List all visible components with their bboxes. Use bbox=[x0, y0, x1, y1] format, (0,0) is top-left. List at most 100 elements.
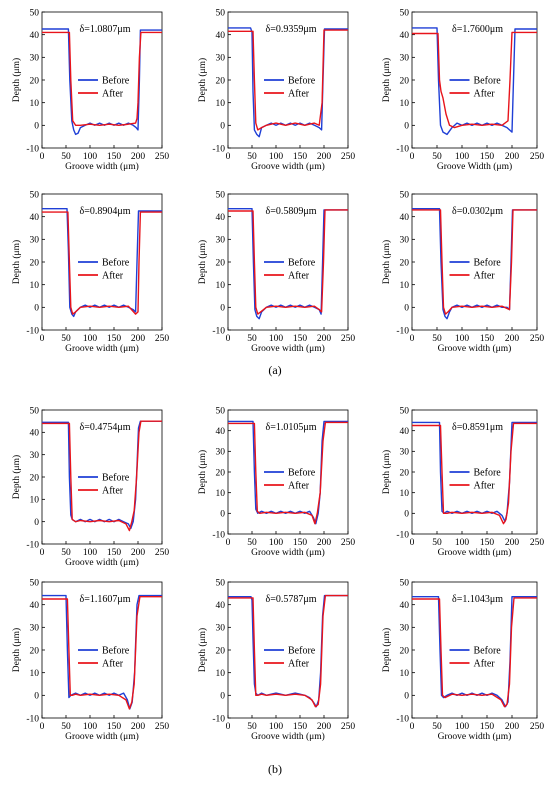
legend-label-before: Before bbox=[102, 473, 130, 484]
x-axis-label: Groove Width (μm) bbox=[437, 161, 512, 172]
y-tick-label: 50 bbox=[30, 406, 40, 416]
y-axis-label: Depth (μm) bbox=[381, 240, 392, 284]
y-tick-label: 10 bbox=[30, 669, 40, 679]
series-line-before bbox=[42, 207, 162, 318]
x-tick-label: 150 bbox=[107, 334, 122, 344]
x-tick-label: 0 bbox=[40, 152, 45, 162]
y-axis-label: Depth (μm) bbox=[381, 450, 392, 494]
x-tick-label: 150 bbox=[293, 722, 308, 732]
y-tick-label: 40 bbox=[400, 213, 410, 223]
legend-label-after: After bbox=[474, 271, 496, 282]
x-tick-label: 150 bbox=[107, 722, 122, 732]
x-tick-label: 250 bbox=[155, 548, 170, 558]
x-tick-label: 200 bbox=[317, 152, 332, 162]
y-tick-label: 10 bbox=[400, 669, 410, 679]
x-tick-label: 50 bbox=[61, 722, 71, 732]
x-tick-label: 250 bbox=[530, 152, 545, 162]
x-tick-label: 0 bbox=[410, 152, 415, 162]
y-tick-label: 0 bbox=[404, 692, 409, 702]
y-axis-label: Depth (μm) bbox=[197, 450, 208, 494]
y-tick-label: 50 bbox=[400, 406, 410, 416]
x-tick-label: 0 bbox=[226, 152, 231, 162]
series-line-before bbox=[42, 28, 162, 136]
y-tick-label: 0 bbox=[404, 304, 409, 314]
y-axis-label: Depth (μm) bbox=[11, 58, 22, 102]
y-tick-label: 10 bbox=[30, 281, 40, 291]
x-tick-label: 250 bbox=[341, 722, 356, 732]
y-tick-label: 50 bbox=[400, 578, 410, 588]
x-tick-label: 100 bbox=[269, 722, 284, 732]
y-tick-label: 20 bbox=[30, 646, 40, 656]
y-tick-label: 0 bbox=[34, 692, 39, 702]
x-tick-label: 0 bbox=[40, 334, 45, 344]
y-tick-label: 10 bbox=[400, 99, 410, 109]
x-tick-label: 200 bbox=[317, 722, 332, 732]
x-tick-label: 50 bbox=[432, 538, 442, 548]
legend-label-after: After bbox=[102, 659, 124, 670]
y-tick-label: 10 bbox=[30, 496, 40, 506]
x-tick-label: 150 bbox=[107, 548, 122, 558]
y-axis-label: Depth (μm) bbox=[11, 455, 22, 499]
x-axis-label: Groove width (μm) bbox=[65, 557, 139, 568]
y-axis-label: Depth (μm) bbox=[197, 240, 208, 284]
x-tick-label: 100 bbox=[83, 334, 98, 344]
y-tick-label: 40 bbox=[30, 31, 40, 41]
x-axis-label: Groove width (μm) bbox=[251, 547, 325, 558]
y-tick-label: 50 bbox=[400, 190, 410, 200]
y-tick-label: 50 bbox=[216, 190, 226, 200]
legend-label-before: Before bbox=[474, 76, 502, 87]
x-axis-label: Groove width (μm) bbox=[438, 547, 512, 558]
y-tick-label: 40 bbox=[400, 31, 410, 41]
series-line-before bbox=[412, 27, 537, 136]
series-line-after bbox=[412, 422, 537, 525]
x-tick-label: 150 bbox=[480, 152, 495, 162]
legend-label-after: After bbox=[102, 271, 124, 282]
y-tick-label: 30 bbox=[30, 54, 40, 64]
delta-annotation: δ=1.1043μm bbox=[452, 594, 503, 605]
legend-label-after: After bbox=[288, 89, 310, 100]
x-tick-label: 50 bbox=[247, 334, 257, 344]
y-tick-label: 50 bbox=[30, 578, 40, 588]
y-tick-label: 30 bbox=[216, 448, 226, 458]
legend-label-after: After bbox=[102, 486, 124, 497]
x-tick-label: 250 bbox=[530, 538, 545, 548]
y-tick-label: 40 bbox=[30, 601, 40, 611]
y-tick-label: 0 bbox=[34, 518, 39, 528]
y-tick-label: 0 bbox=[220, 304, 225, 314]
x-tick-label: 200 bbox=[505, 334, 520, 344]
x-tick-label: 0 bbox=[40, 548, 45, 558]
legend-label-after: After bbox=[474, 89, 496, 100]
series-line-after bbox=[228, 421, 348, 525]
x-tick-label: 200 bbox=[505, 722, 520, 732]
x-tick-label: 250 bbox=[341, 334, 356, 344]
x-axis-label: Groove width (μm) bbox=[251, 731, 325, 742]
series-line-after bbox=[228, 209, 348, 315]
y-tick-label: 40 bbox=[216, 601, 226, 611]
legend-label-before: Before bbox=[474, 646, 502, 657]
series-line-after bbox=[42, 31, 162, 127]
y-tick-label: 20 bbox=[216, 76, 226, 86]
delta-annotation: δ=1.0807μm bbox=[80, 24, 131, 35]
y-tick-label: 30 bbox=[30, 624, 40, 634]
x-tick-label: 50 bbox=[247, 152, 257, 162]
y-tick-label: 50 bbox=[30, 8, 40, 18]
x-tick-label: 100 bbox=[83, 152, 98, 162]
y-tick-label: 20 bbox=[30, 473, 40, 483]
x-tick-label: 200 bbox=[131, 722, 146, 732]
y-tick-label: 40 bbox=[216, 427, 226, 437]
y-tick-label: 50 bbox=[216, 8, 226, 18]
y-tick-label: 0 bbox=[404, 510, 409, 520]
x-tick-label: 100 bbox=[269, 152, 284, 162]
y-tick-label: 0 bbox=[220, 510, 225, 520]
y-tick-label: 30 bbox=[30, 451, 40, 461]
x-tick-label: 200 bbox=[317, 538, 332, 548]
x-axis-label: Groove width (μm) bbox=[65, 161, 139, 172]
y-axis-label: Depth (μm) bbox=[11, 240, 22, 284]
y-tick-label: 0 bbox=[220, 692, 225, 702]
legend-label-before: Before bbox=[102, 258, 130, 269]
